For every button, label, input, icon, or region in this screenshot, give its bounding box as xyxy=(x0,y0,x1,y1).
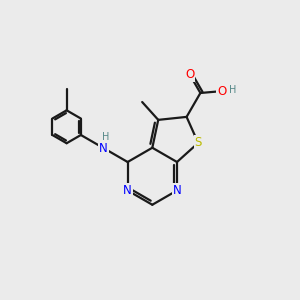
Text: O: O xyxy=(185,68,194,81)
Text: H: H xyxy=(102,132,110,142)
Text: H: H xyxy=(229,85,236,95)
Text: N: N xyxy=(123,184,132,197)
Text: N: N xyxy=(172,184,182,197)
Text: S: S xyxy=(194,136,202,149)
Text: N: N xyxy=(99,142,108,155)
Text: O: O xyxy=(217,85,226,98)
